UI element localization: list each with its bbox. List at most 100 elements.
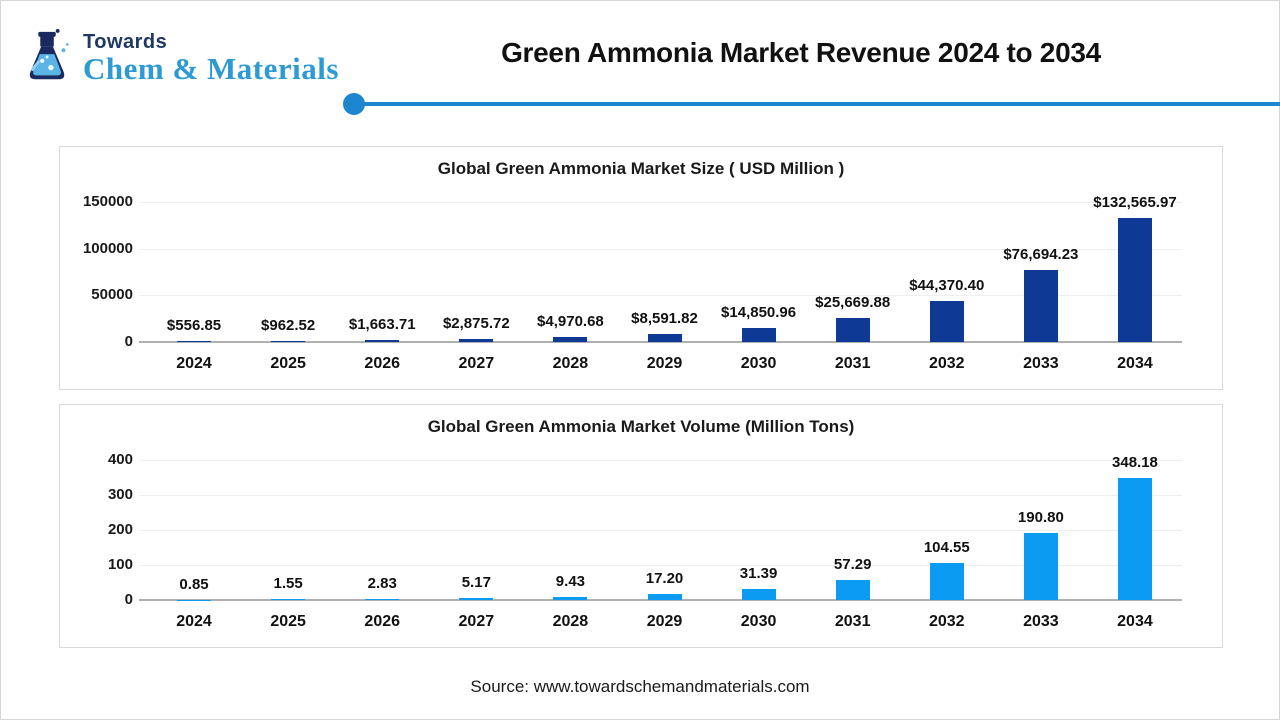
- x-tick-label: 2034: [1117, 355, 1153, 372]
- y-tick-label: 100: [107, 556, 133, 573]
- x-axis-baseline: [139, 341, 1182, 343]
- bar-2033: [1023, 533, 1058, 600]
- bar-value-label: $556.85: [166, 317, 222, 335]
- x-tick-label: 2033: [1023, 613, 1059, 630]
- x-tick-label: 2030: [740, 613, 777, 630]
- y-gridline: [139, 295, 1182, 297]
- bar-value-label: $14,850.96: [721, 304, 797, 322]
- x-tick-label: 2028: [552, 355, 589, 372]
- x-tick-label: 2030: [740, 355, 777, 372]
- bar-value-label: 17.20: [645, 569, 684, 587]
- bar-value-label: 104.55: [923, 539, 970, 557]
- y-tick-label: 400: [107, 451, 133, 468]
- bar-value-label: 2.83: [367, 575, 397, 593]
- bar-2030: [741, 328, 776, 342]
- x-tick-label: 2025: [270, 355, 306, 372]
- y-gridline: [139, 202, 1182, 203]
- bar-2031: [835, 318, 870, 342]
- bar-value-label: $962.52: [261, 317, 316, 335]
- page-title: Green Ammonia Market Revenue 2024 to 203…: [501, 37, 1101, 68]
- chart-title-market-volume: Global Green Ammonia Market Volume (Mill…: [427, 417, 855, 436]
- bar-2025: [271, 599, 306, 600]
- x-tick-label: 2028: [552, 613, 589, 630]
- bar-2032: [929, 300, 964, 342]
- bar-2034: [1117, 218, 1152, 342]
- bar-value-label: $1,663.71: [348, 316, 416, 334]
- bar-value-label: 0.85: [179, 575, 209, 593]
- bar-2027: [459, 598, 494, 600]
- bar-value-label: $44,370.40: [909, 276, 985, 294]
- y-tick-label: 150000: [82, 193, 133, 210]
- chart-panel-market-volume: Global Green Ammonia Market Volume (Mill…: [59, 404, 1223, 648]
- chart-plot-market-volume: 400 300 200 100 0 0.85 2024 1.55 2025 2.83 2026 5.1…: [108, 451, 1182, 630]
- bar-2032: [929, 563, 964, 600]
- bar-value-label: 1.55: [273, 575, 303, 593]
- x-tick-label: 2029: [646, 355, 683, 372]
- chart-plot-market-size: 150000 100000 50000 0 $556.85 2024 $962.52 2025…: [83, 193, 1182, 372]
- x-tick-label: 2032: [928, 355, 965, 372]
- bar-2024: [177, 341, 212, 342]
- x-tick-label: 2024: [176, 613, 212, 630]
- flask-icon: [29, 28, 69, 80]
- bar-value-label: $76,694.23: [1003, 246, 1079, 264]
- divider-line: [355, 102, 1280, 106]
- brand-name-bottom: Chem & Materials: [83, 51, 339, 86]
- x-tick-label: 2031: [834, 355, 871, 372]
- y-tick-label: 50000: [91, 286, 133, 304]
- x-tick-label: 2025: [270, 613, 306, 630]
- bar-2030: [741, 589, 776, 600]
- y-gridline: [139, 530, 1182, 531]
- y-gridline: [139, 248, 1182, 250]
- x-tick-label: 2034: [1117, 613, 1153, 630]
- chart-panel-market-size: Global Green Ammonia Market Size ( USD M…: [59, 146, 1223, 390]
- bar-2025: [271, 341, 306, 342]
- bar-value-label: $2,875.72: [442, 315, 510, 333]
- y-gridline: [139, 565, 1182, 566]
- chart-title-market-size: Global Green Ammonia Market Size ( USD M…: [437, 159, 845, 178]
- y-gridline: [139, 495, 1182, 496]
- y-tick-label: 0: [124, 591, 133, 608]
- bar-2029: [647, 333, 682, 342]
- brand-logo: Towards Chem & Materials: [19, 27, 339, 87]
- x-tick-label: 2031: [834, 613, 871, 630]
- bar-2027: [459, 339, 494, 342]
- bar-2028: [553, 596, 588, 600]
- y-tick-label: 0: [124, 333, 133, 350]
- divider-dot-icon: [343, 93, 365, 115]
- bar-value-label: 348.18: [1112, 454, 1158, 472]
- bar-value-label: 57.29: [833, 555, 872, 573]
- x-tick-label: 2027: [458, 613, 495, 630]
- bar-value-label: $132,565.97: [1093, 194, 1177, 212]
- bar-value-label: $4,970.68: [537, 313, 604, 331]
- x-tick-label: 2029: [646, 613, 683, 630]
- bar-2034: [1117, 478, 1152, 600]
- bar-value-label: 190.80: [1017, 509, 1064, 527]
- bar-2031: [835, 579, 870, 600]
- brand-name-top: Towards: [83, 31, 168, 53]
- bar-value-label: 5.17: [461, 574, 491, 592]
- x-tick-label: 2032: [928, 613, 965, 630]
- bar-2028: [553, 337, 588, 342]
- x-tick-label: 2026: [364, 613, 401, 630]
- bar-value-label: $8,591.82: [631, 309, 698, 327]
- bar-2029: [647, 593, 682, 600]
- x-tick-label: 2027: [458, 355, 495, 372]
- x-axis-baseline: [139, 599, 1182, 601]
- bar-2026: [365, 340, 400, 342]
- y-gridline: [139, 460, 1182, 461]
- header: Towards Chem & Materials Green Ammonia M…: [1, 1, 1280, 121]
- y-tick-label: 200: [107, 521, 133, 538]
- source-text: Source: www.towardschemandmaterials.com: [470, 677, 810, 696]
- y-tick-label: 300: [107, 486, 133, 503]
- x-tick-label: 2033: [1023, 355, 1059, 372]
- bar-value-label: 9.43: [555, 572, 586, 590]
- y-tick-label: 100000: [82, 239, 133, 257]
- bar-value-label: $25,669.88: [815, 294, 891, 312]
- brand-text: Towards Chem & Materials: [83, 27, 339, 85]
- bar-2026: [365, 599, 400, 600]
- bar-2024: [177, 599, 212, 600]
- bar-value-label: 31.39: [739, 565, 778, 583]
- bar-2033: [1023, 270, 1058, 342]
- x-tick-label: 2024: [176, 355, 212, 372]
